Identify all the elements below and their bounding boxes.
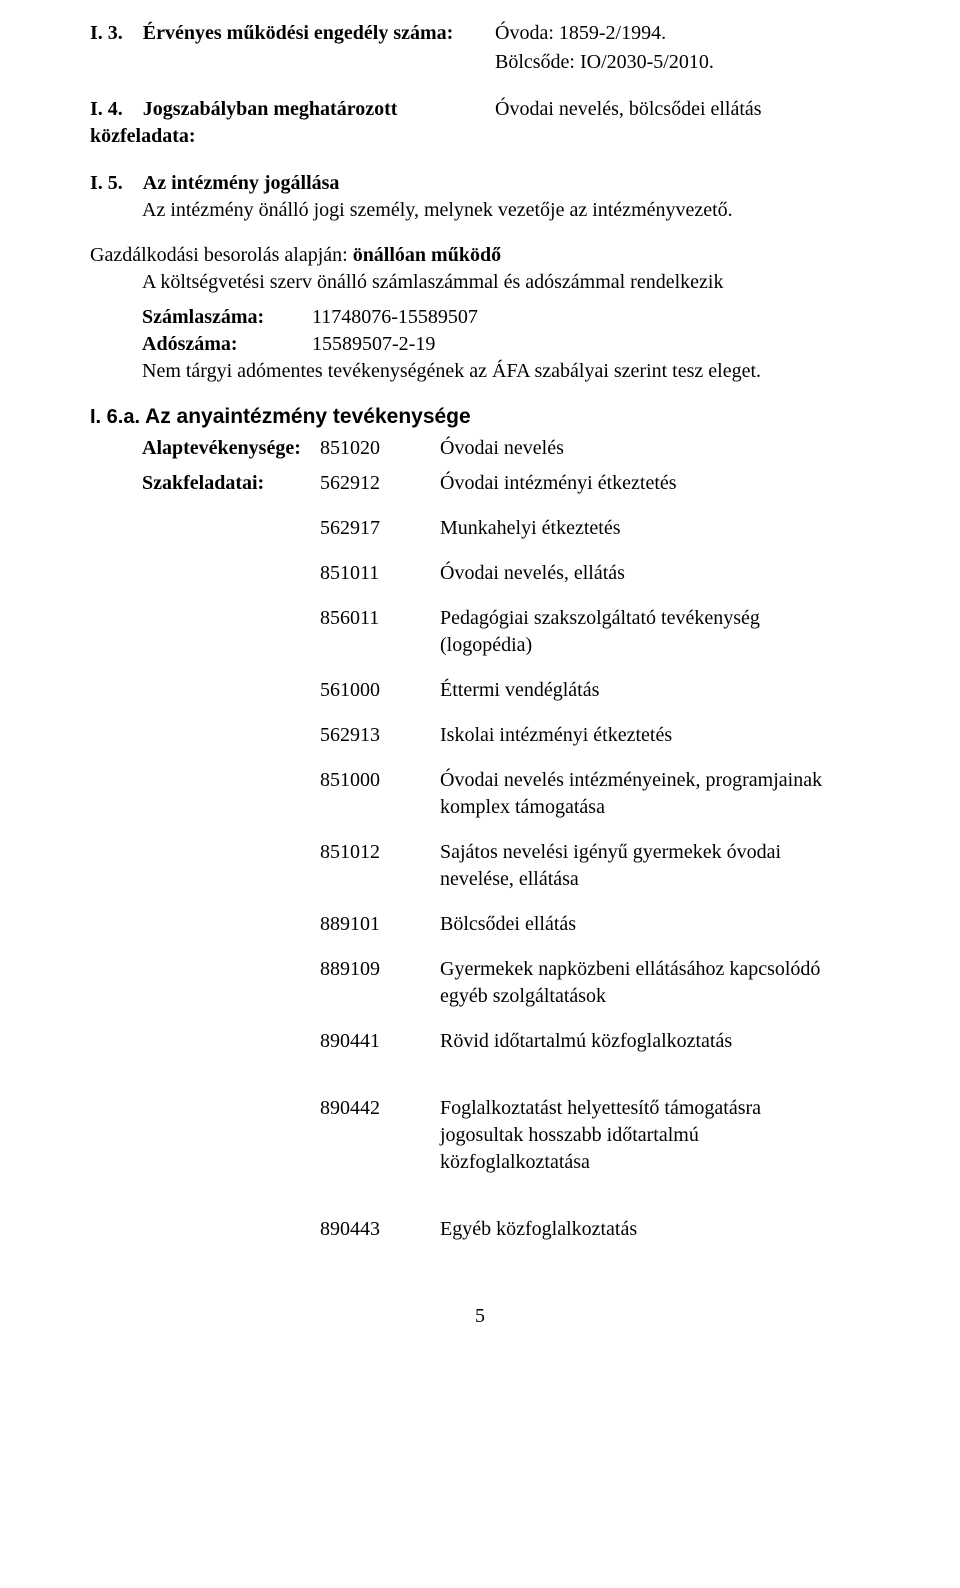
i5-num: I. 5.	[90, 172, 123, 194]
i3-num: I. 3.	[90, 22, 123, 44]
adoszam-key: Adószáma:	[142, 331, 312, 358]
alap-code: 851020	[320, 435, 440, 462]
code-desc: Pedagógiai szakszolgáltató tevékenység (…	[440, 605, 870, 659]
code-value: 561000	[320, 677, 440, 704]
i4-num: I. 4.	[90, 98, 123, 120]
code-desc: Éttermi vendéglátás	[440, 677, 870, 704]
i3-label-text: Érvényes működési engedély száma:	[143, 22, 454, 44]
i6a-num: I. 6.a.	[90, 404, 140, 431]
code-row: 851011Óvodai nevelés, ellátás	[320, 560, 870, 587]
code-value: 890443	[320, 1216, 440, 1243]
i3-val2: Bölcsőde: IO/2030-5/2010.	[495, 49, 870, 76]
szak-code-0: 562912	[320, 470, 440, 497]
gazd-line1a: Gazdálkodási besorolás alapján:	[90, 244, 348, 266]
code-row: 561000Éttermi vendéglátás	[320, 677, 870, 704]
gazd-line1b: önállóan működő	[348, 244, 501, 266]
code-row: 856011Pedagógiai szakszolgáltató tevéken…	[320, 605, 870, 659]
i4-val: Óvodai nevelés, bölcsődei ellátás	[495, 96, 870, 150]
i5-label: Az intézmény jogállása	[143, 172, 340, 194]
szamla-key: Számlaszáma:	[142, 304, 312, 331]
code-value: 889109	[320, 956, 440, 1010]
code-desc: Iskolai intézményi étkeztetés	[440, 722, 870, 749]
i6a-title: Az anyaintézmény tevékenysége	[145, 403, 471, 431]
code-row: 890443Egyéb közfoglalkoztatás	[320, 1216, 870, 1243]
i3-row: I. 3. Érvényes működési engedély száma: …	[90, 20, 870, 47]
i3-row2: Bölcsőde: IO/2030-5/2010.	[90, 49, 870, 76]
code-value: 562913	[320, 722, 440, 749]
code-desc: Foglalkoztatást helyettesítő támogatásra…	[440, 1095, 870, 1176]
i4-label-text: Jogszabályban meghatározott közfeladata:	[90, 98, 397, 147]
i4-row: I. 4. Jogszabályban meghatározott közfel…	[90, 96, 870, 150]
i5-heading: I. 5. Az intézmény jogállása	[90, 170, 870, 197]
i3-val1: Óvoda: 1859-2/1994.	[495, 20, 870, 47]
code-value: 889101	[320, 911, 440, 938]
adoszam-row: Adószáma: 15589507-2-19	[142, 331, 870, 358]
code-desc: Óvodai nevelés intézményeinek, programja…	[440, 767, 870, 821]
code-row: 562913Iskolai intézményi étkeztetés	[320, 722, 870, 749]
code-row: 851012Sajátos nevelési igényű gyermekek …	[320, 839, 870, 893]
code-desc: Sajátos nevelési igényű gyermekek óvodai…	[440, 839, 870, 893]
code-row: 562917Munkahelyi étkeztetés	[320, 515, 870, 542]
szamla-row: Számlaszáma: 11748076-15589507	[142, 304, 870, 331]
szak-desc-0: Óvodai intézményi étkeztetés	[440, 470, 870, 497]
code-value: 856011	[320, 605, 440, 659]
code-desc: Egyéb közfoglalkoztatás	[440, 1216, 870, 1243]
szak-row: Szakfeladatai: 562912 Óvodai intézményi …	[142, 470, 870, 497]
code-value: 851011	[320, 560, 440, 587]
alap-label: Alaptevékenysége:	[142, 435, 320, 462]
page-number: 5	[90, 1303, 870, 1330]
szamla-val: 11748076-15589507	[312, 304, 870, 331]
i4-label: I. 4. Jogszabályban meghatározott közfel…	[90, 96, 495, 150]
code-desc: Gyermekek napközbeni ellátásához kapcsol…	[440, 956, 870, 1010]
code-desc: Óvodai nevelés, ellátás	[440, 560, 870, 587]
code-desc: Munkahelyi étkeztetés	[440, 515, 870, 542]
code-row: 890442Foglalkoztatást helyettesítő támog…	[320, 1095, 870, 1176]
adoszam-val: 15589507-2-19	[312, 331, 870, 358]
code-row: 890441Rövid időtartalmú közfoglalkoztatá…	[320, 1028, 870, 1055]
i3-label: I. 3. Érvényes működési engedély száma:	[90, 20, 495, 47]
code-row: 851000Óvodai nevelés intézményeinek, pro…	[320, 767, 870, 821]
i5-line: Az intézmény önálló jogi személy, melyne…	[142, 197, 870, 224]
code-value: 851000	[320, 767, 440, 821]
code-value: 890441	[320, 1028, 440, 1055]
alap-desc: Óvodai nevelés	[440, 435, 870, 462]
alap-row: Alaptevékenysége: 851020 Óvodai nevelés	[142, 435, 870, 462]
code-value: 562917	[320, 515, 440, 542]
code-value: 851012	[320, 839, 440, 893]
code-value: 890442	[320, 1095, 440, 1176]
gazd-line1: Gazdálkodási besorolás alapján: önállóan…	[90, 242, 870, 269]
afa-line: Nem tárgyi adómentes tevékenységének az …	[142, 358, 870, 385]
code-desc: Rövid időtartalmú közfoglalkoztatás	[440, 1028, 870, 1055]
code-row: 889101Bölcsődei ellátás	[320, 911, 870, 938]
gazd-line2: A költségvetési szerv önálló számlaszámm…	[142, 269, 870, 296]
code-row: 889109Gyermekek napközbeni ellátásához k…	[320, 956, 870, 1010]
code-desc: Bölcsődei ellátás	[440, 911, 870, 938]
szak-label: Szakfeladatai:	[142, 470, 320, 497]
i6a-heading: I. 6.a. Az anyaintézmény tevékenysége	[90, 403, 870, 431]
